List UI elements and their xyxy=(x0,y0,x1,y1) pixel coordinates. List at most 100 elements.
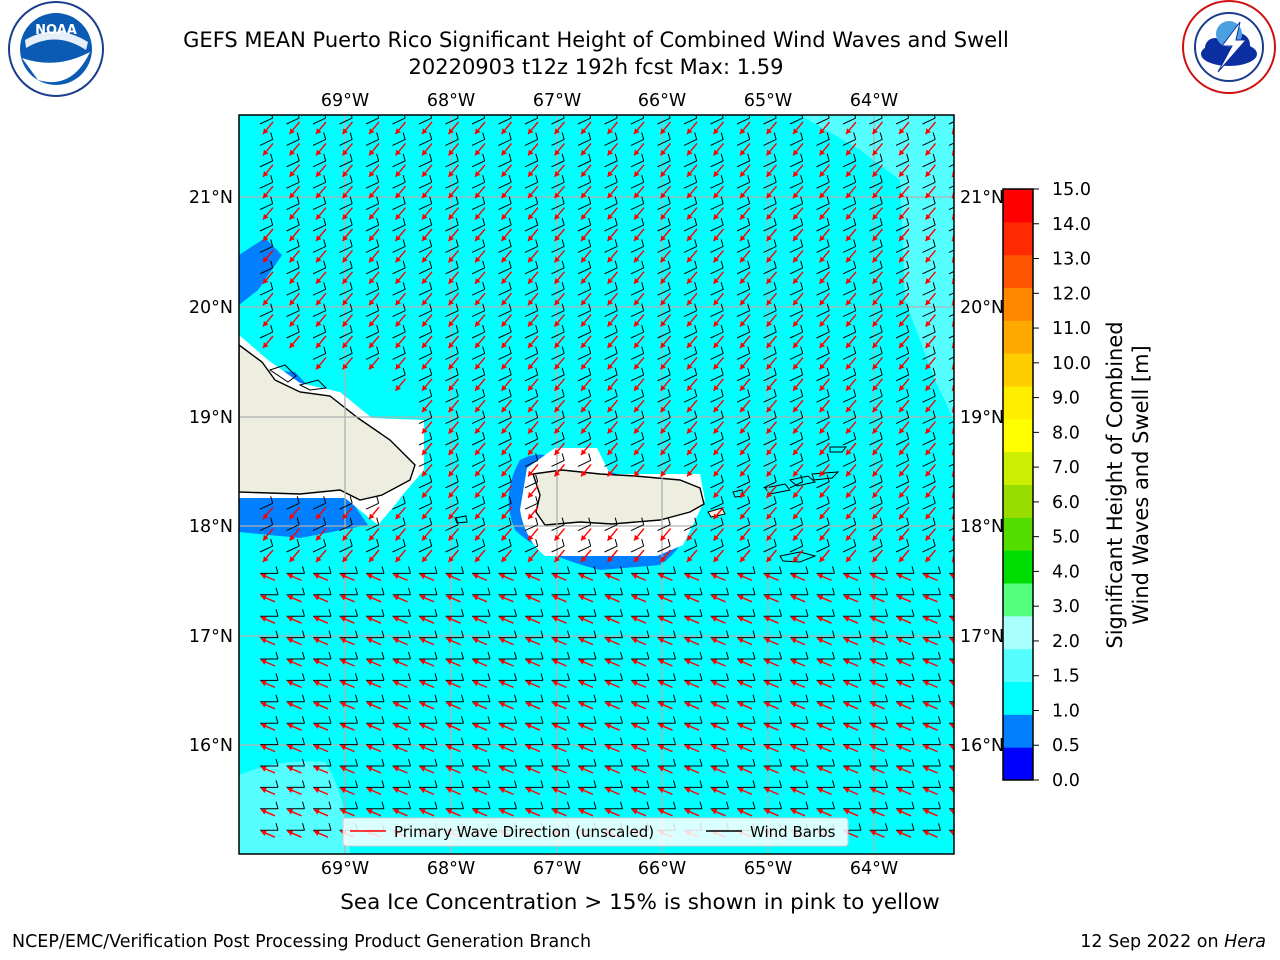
wave-arrow xyxy=(764,595,779,603)
wind-barb xyxy=(339,175,353,189)
wave-arrow xyxy=(260,702,276,710)
wind-barb xyxy=(260,694,279,703)
wave-arrow xyxy=(739,207,751,221)
wind-barb xyxy=(896,630,915,639)
wind-barb xyxy=(842,431,857,446)
wind-barb xyxy=(683,346,698,360)
wave-arrow xyxy=(659,335,672,349)
wave-arrow xyxy=(790,809,806,817)
wind-barb xyxy=(286,260,300,275)
wind-barb xyxy=(896,587,915,596)
wind-barb xyxy=(498,282,512,296)
wind-barb xyxy=(683,410,698,425)
wind-barb xyxy=(630,303,645,318)
wave-arrow xyxy=(739,421,751,435)
wind-barb xyxy=(313,694,332,703)
wind-barb xyxy=(790,694,809,703)
wave-arrow xyxy=(924,506,937,520)
wave-arrow xyxy=(765,228,778,242)
wave-arrow xyxy=(658,595,673,603)
wind-barb xyxy=(790,673,809,681)
wave-arrow xyxy=(340,787,355,796)
wind-barb xyxy=(577,367,592,382)
wave-arrow xyxy=(633,249,645,263)
wind-barb xyxy=(657,737,676,746)
wave-arrow xyxy=(845,292,857,306)
wave-arrow xyxy=(686,356,698,370)
wind-barb xyxy=(869,694,888,703)
wind-barb xyxy=(657,389,671,403)
wave-arrow xyxy=(553,356,566,370)
lon-label-bottom: 68°W xyxy=(427,859,475,879)
wave-arrow xyxy=(580,378,592,392)
colorbar-segment xyxy=(1003,221,1033,256)
wind-barb xyxy=(260,609,279,617)
land-hispaniola xyxy=(239,344,416,501)
wind-barb xyxy=(498,303,512,318)
wind-barb xyxy=(578,716,597,724)
wave-arrow xyxy=(474,292,486,306)
wave-arrow xyxy=(262,228,274,242)
wind-barb xyxy=(816,801,835,810)
wave-arrow xyxy=(553,421,566,435)
wave-arrow xyxy=(446,637,461,646)
wave-arrow xyxy=(923,573,938,582)
wind-barb xyxy=(524,389,539,403)
wind-barb xyxy=(260,716,279,724)
wind-barb xyxy=(472,651,491,660)
wave-arrow xyxy=(686,121,698,135)
wave-arrow xyxy=(447,207,460,221)
wave-arrow xyxy=(605,744,620,753)
wind-barb xyxy=(577,389,592,403)
wave-arrow xyxy=(262,549,274,563)
wind-barb xyxy=(471,239,486,253)
wind-barb xyxy=(790,716,809,724)
wave-arrow xyxy=(817,616,832,624)
wind-barb xyxy=(948,420,954,425)
wind-barb xyxy=(922,132,936,146)
wind-barb xyxy=(339,566,358,574)
wind-barb xyxy=(577,132,592,146)
wind-barb xyxy=(366,587,385,596)
wave-arrow xyxy=(739,271,751,285)
wave-arrow xyxy=(341,506,354,520)
wind-barb xyxy=(922,517,936,532)
wave-arrow xyxy=(499,723,514,731)
wind-barb xyxy=(604,431,618,446)
wind-barb xyxy=(630,282,645,296)
wave-arrow xyxy=(287,616,302,624)
wave-arrow xyxy=(792,421,804,435)
wind-barb xyxy=(604,566,623,574)
wave-arrow xyxy=(580,335,592,349)
wind-barb xyxy=(896,801,915,810)
wave-arrow xyxy=(288,335,301,349)
wave-arrow xyxy=(658,616,673,624)
wind-barb xyxy=(498,453,512,467)
wind-barb xyxy=(922,737,941,746)
wave-arrow xyxy=(896,595,912,603)
wind-barb xyxy=(869,587,888,596)
wave-arrow xyxy=(658,766,673,774)
wind-barb xyxy=(657,153,671,168)
wave-arrow xyxy=(817,659,832,667)
wind-barb xyxy=(286,630,305,639)
wave-arrow xyxy=(790,787,806,796)
wave-arrow xyxy=(260,723,276,731)
wind-barb xyxy=(259,282,274,296)
wave-arrow xyxy=(500,335,513,349)
noaa-logo-text: NOAA xyxy=(35,23,77,38)
colorbar-tick-label: 4.0 xyxy=(1052,562,1080,582)
wave-arrow xyxy=(527,207,539,221)
wave-arrow xyxy=(340,595,355,603)
wave-arrow xyxy=(553,528,566,542)
wind-barb xyxy=(710,780,729,788)
wave-arrow xyxy=(447,378,460,392)
wind-barb xyxy=(922,303,936,318)
wind-barb xyxy=(392,737,411,746)
wind-barb xyxy=(577,282,592,296)
wind-barb xyxy=(286,566,305,574)
wave-arrow xyxy=(843,595,859,603)
wave-arrow xyxy=(792,463,804,477)
wave-arrow xyxy=(393,616,408,624)
wave-arrow xyxy=(553,121,566,135)
